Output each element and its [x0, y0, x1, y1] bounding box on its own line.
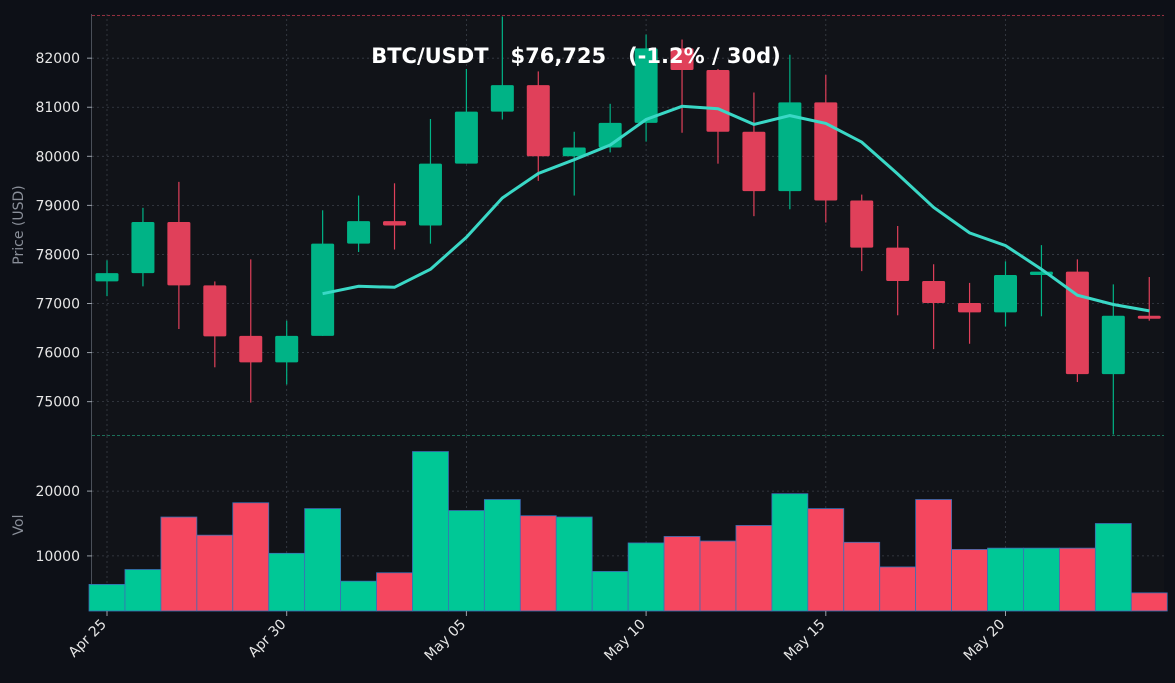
- candle-body: [239, 335, 263, 363]
- price-panel-background: [92, 14, 1164, 436]
- volume-bar: [879, 566, 917, 612]
- candle-body: [1137, 315, 1161, 319]
- volume-bar: [88, 584, 126, 612]
- candle-body: [1065, 271, 1089, 375]
- volume-y-tick-label: 20000: [35, 484, 80, 500]
- volume-bar: [196, 534, 234, 612]
- candle-body: [311, 243, 335, 336]
- candle-body: [742, 131, 766, 192]
- price-y-tick-label: 77000: [35, 297, 80, 313]
- price-y-tick-labels: 75000 76000 77000 78000 79000 80000 81000 82000: [35, 51, 92, 411]
- candle-body: [167, 222, 191, 286]
- candle-body: [418, 163, 442, 226]
- volume-bar: [124, 569, 162, 612]
- volume-bar: [232, 502, 270, 612]
- volume-y-axis-label: Vol: [11, 515, 27, 536]
- volume-bar: [627, 542, 665, 612]
- candle-body: [383, 221, 407, 226]
- candle-body: [490, 85, 514, 112]
- candle-body: [670, 48, 694, 70]
- candle-body: [203, 285, 227, 337]
- price-y-tick-label: 79000: [35, 198, 80, 214]
- candle-body: [778, 102, 802, 192]
- volume-bar: [376, 572, 413, 612]
- volume-bar: [699, 540, 737, 612]
- volume-bar: [1059, 547, 1096, 612]
- volume-bar: [160, 516, 198, 612]
- candle-body: [706, 69, 730, 132]
- volume-bar: [843, 541, 881, 612]
- chart-title: BTC/USDT $76,725 (-1.2% / 30d): [371, 44, 781, 68]
- price-y-tick-label: 80000: [35, 149, 80, 165]
- volume-bar: [483, 499, 521, 612]
- moving-average-line: [322, 104, 1150, 313]
- volume-bar: [1094, 523, 1132, 612]
- volume-y-tick-label: 10000: [35, 549, 80, 565]
- volume-y-tick-labels: 10000 20000: [35, 484, 92, 565]
- volume-bar: [1130, 592, 1168, 612]
- volume-bar: [663, 536, 701, 612]
- candle-body: [562, 147, 586, 157]
- candle-body: [814, 102, 838, 201]
- volume-bar: [1023, 547, 1060, 612]
- price-gridlines: [92, 14, 1164, 436]
- volume-bar: [591, 571, 629, 612]
- candle-body: [1101, 315, 1125, 375]
- candle-body: [886, 247, 910, 281]
- volume-bar: [519, 515, 557, 612]
- volume-bar: [340, 580, 377, 612]
- candle-body: [994, 275, 1017, 313]
- volume-bar: [268, 552, 306, 612]
- candle-body: [850, 200, 874, 248]
- volume-bar: [771, 493, 809, 612]
- volume-bar: [915, 499, 952, 612]
- candle-body: [454, 111, 478, 164]
- volume-bar: [448, 510, 485, 612]
- price-y-tick-label: 78000: [35, 247, 80, 263]
- candle-body: [95, 273, 119, 282]
- candle-body: [347, 221, 371, 244]
- volume-bar: [987, 547, 1024, 612]
- volume-bar: [555, 516, 593, 612]
- volume-bars: [88, 451, 1168, 612]
- price-y-tick-label: 81000: [35, 100, 80, 116]
- price-y-axis-label: Price (USD): [11, 185, 27, 264]
- candle-body: [922, 280, 946, 304]
- candle-body: [275, 335, 299, 363]
- candle-body: [526, 85, 550, 157]
- volume-bar: [735, 525, 773, 612]
- volume-bar: [951, 549, 988, 612]
- candle-body: [131, 222, 155, 274]
- volume-bar: [304, 508, 342, 612]
- candle-body: [634, 48, 658, 123]
- volume-bar: [807, 508, 845, 612]
- volume-bar: [412, 451, 449, 612]
- candle-body: [958, 303, 982, 313]
- price-y-tick-label: 82000: [35, 51, 80, 67]
- price-y-tick-label: 75000: [35, 395, 80, 411]
- price-y-tick-label: 76000: [35, 346, 80, 362]
